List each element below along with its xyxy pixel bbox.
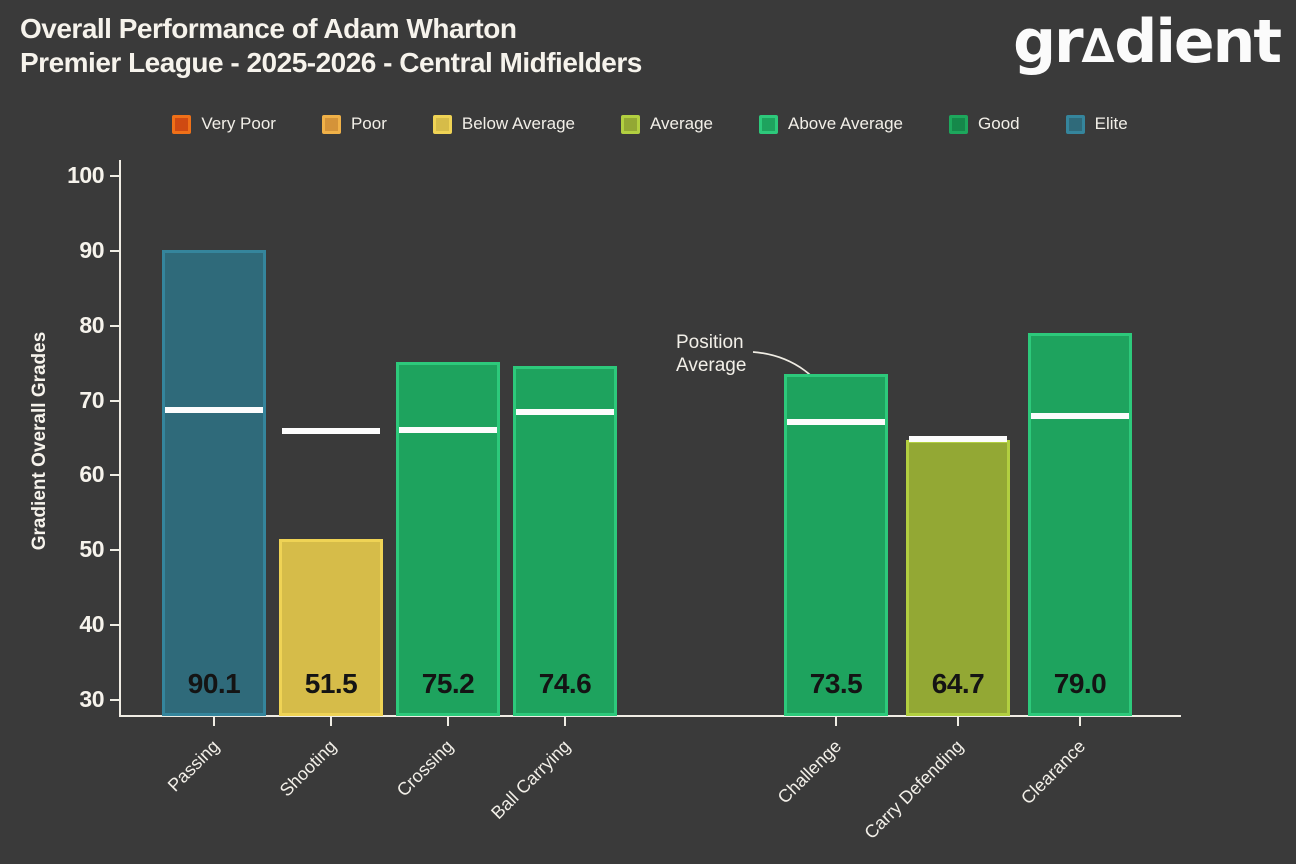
bar-value-carry-defending: 64.7 bbox=[931, 668, 985, 699]
y-tick-70 bbox=[110, 399, 119, 402]
annotation-line-1: Position bbox=[676, 332, 744, 353]
legend-label: Average bbox=[650, 114, 714, 133]
y-tick-60 bbox=[110, 474, 119, 477]
bar-value-challenge: 73.5 bbox=[809, 668, 863, 699]
triangle-a-icon: ∆ bbox=[1081, 19, 1115, 74]
x-label-carry-defending: Carry Defending bbox=[860, 736, 968, 843]
legend-swatch-below-average-icon bbox=[432, 114, 452, 134]
x-axis-line bbox=[119, 715, 1181, 717]
legend-item-average: Average bbox=[621, 114, 713, 134]
x-label-crossing: Crossing bbox=[392, 736, 458, 801]
x-tick-carry-defending bbox=[957, 717, 959, 726]
y-tick-80 bbox=[110, 324, 119, 327]
legend-label: Good bbox=[978, 114, 1020, 133]
y-tick-label-60: 60 bbox=[79, 461, 104, 488]
legend-swatch-above-average-icon bbox=[759, 114, 779, 134]
legend-swatch-elite-icon bbox=[1065, 114, 1085, 134]
bar-value-crossing: 75.2 bbox=[421, 668, 475, 699]
x-tick-challenge bbox=[835, 717, 837, 726]
legend-item-very-poor: Very Poor bbox=[172, 114, 276, 134]
position-average-line-carry-defending bbox=[909, 435, 1007, 442]
bar-carry-defending bbox=[906, 440, 1010, 716]
bar-value-passing: 90.1 bbox=[187, 668, 241, 699]
legend-swatch-good-icon bbox=[949, 114, 969, 134]
bar-crossing bbox=[396, 361, 500, 716]
legend-swatch-average-icon bbox=[621, 114, 640, 134]
title-line-1: Overall Performance of Adam Wharton bbox=[20, 13, 517, 44]
y-axis-line bbox=[119, 160, 121, 717]
position-average-line-ball-carrying bbox=[516, 408, 614, 415]
legend-item-above-average: Above Average bbox=[759, 114, 903, 134]
position-average-line-challenge bbox=[787, 418, 885, 425]
annotation-line-2: Average bbox=[676, 355, 747, 376]
legend-label: Below Average bbox=[461, 114, 575, 133]
legend-swatch-poor-icon bbox=[321, 114, 341, 134]
legend: Very Poor Poor Below Average Average Above A… bbox=[120, 114, 1180, 134]
x-label-passing: Passing bbox=[163, 736, 224, 796]
legend-swatch-very-poor-icon bbox=[172, 114, 192, 134]
x-label-challenge: Challenge bbox=[773, 736, 846, 808]
x-label-clearance: Clearance bbox=[1016, 736, 1090, 809]
legend-label: Elite bbox=[1094, 114, 1128, 133]
position-average-line-clearance bbox=[1031, 413, 1129, 420]
y-tick-label-40: 40 bbox=[79, 611, 104, 638]
x-tick-passing bbox=[213, 717, 215, 726]
y-tick-label-90: 90 bbox=[79, 236, 104, 263]
y-tick-label-50: 50 bbox=[79, 536, 104, 563]
legend-label: Very Poor bbox=[201, 114, 276, 133]
y-tick-label-80: 80 bbox=[79, 311, 104, 338]
y-tick-40 bbox=[110, 624, 119, 627]
legend-item-below-average: Below Average bbox=[432, 114, 575, 134]
bar-passing bbox=[162, 250, 266, 716]
bar-value-ball-carrying: 74.6 bbox=[538, 668, 592, 699]
bar-value-clearance: 79.0 bbox=[1053, 668, 1107, 699]
bar-value-shooting: 51.5 bbox=[304, 668, 358, 699]
position-average-annotation: Position Average bbox=[676, 331, 746, 377]
x-label-shooting: Shooting bbox=[275, 736, 341, 801]
x-tick-clearance bbox=[1079, 717, 1081, 726]
x-tick-crossing bbox=[447, 717, 449, 726]
y-tick-50 bbox=[110, 549, 119, 552]
y-tick-30 bbox=[110, 699, 119, 701]
gradient-logo: gr∆dient bbox=[1013, 6, 1282, 83]
position-average-line-shooting bbox=[282, 427, 380, 434]
legend-label: Poor bbox=[350, 114, 387, 133]
x-tick-ball-carrying bbox=[564, 717, 566, 726]
y-tick-label-30: 30 bbox=[79, 686, 104, 712]
x-label-ball-carrying: Ball Carrying bbox=[487, 736, 575, 824]
bar-shooting bbox=[279, 539, 383, 716]
y-tick-label-100: 100 bbox=[67, 162, 104, 188]
position-average-line-passing bbox=[165, 407, 263, 414]
logo-text-suffix: dient bbox=[1114, 7, 1282, 77]
y-tick-100 bbox=[110, 175, 119, 177]
position-average-line-crossing bbox=[399, 426, 497, 433]
x-tick-shooting bbox=[330, 717, 332, 726]
logo-text-prefix: gr bbox=[1013, 7, 1084, 77]
bar-challenge bbox=[784, 374, 888, 716]
y-tick-90 bbox=[110, 249, 119, 252]
y-tick-label-70: 70 bbox=[79, 386, 104, 413]
page-title: Overall Performance of Adam Wharton Prem… bbox=[20, 12, 642, 80]
legend-item-poor: Poor bbox=[321, 114, 387, 134]
legend-item-good: Good bbox=[949, 114, 1020, 134]
bar-clearance bbox=[1028, 333, 1132, 716]
legend-item-elite: Elite bbox=[1065, 114, 1128, 134]
title-line-2: Premier League - 2025-2026 - Central Mid… bbox=[20, 47, 642, 78]
bar-ball-carrying bbox=[513, 366, 617, 716]
legend-label: Above Average bbox=[788, 114, 904, 133]
